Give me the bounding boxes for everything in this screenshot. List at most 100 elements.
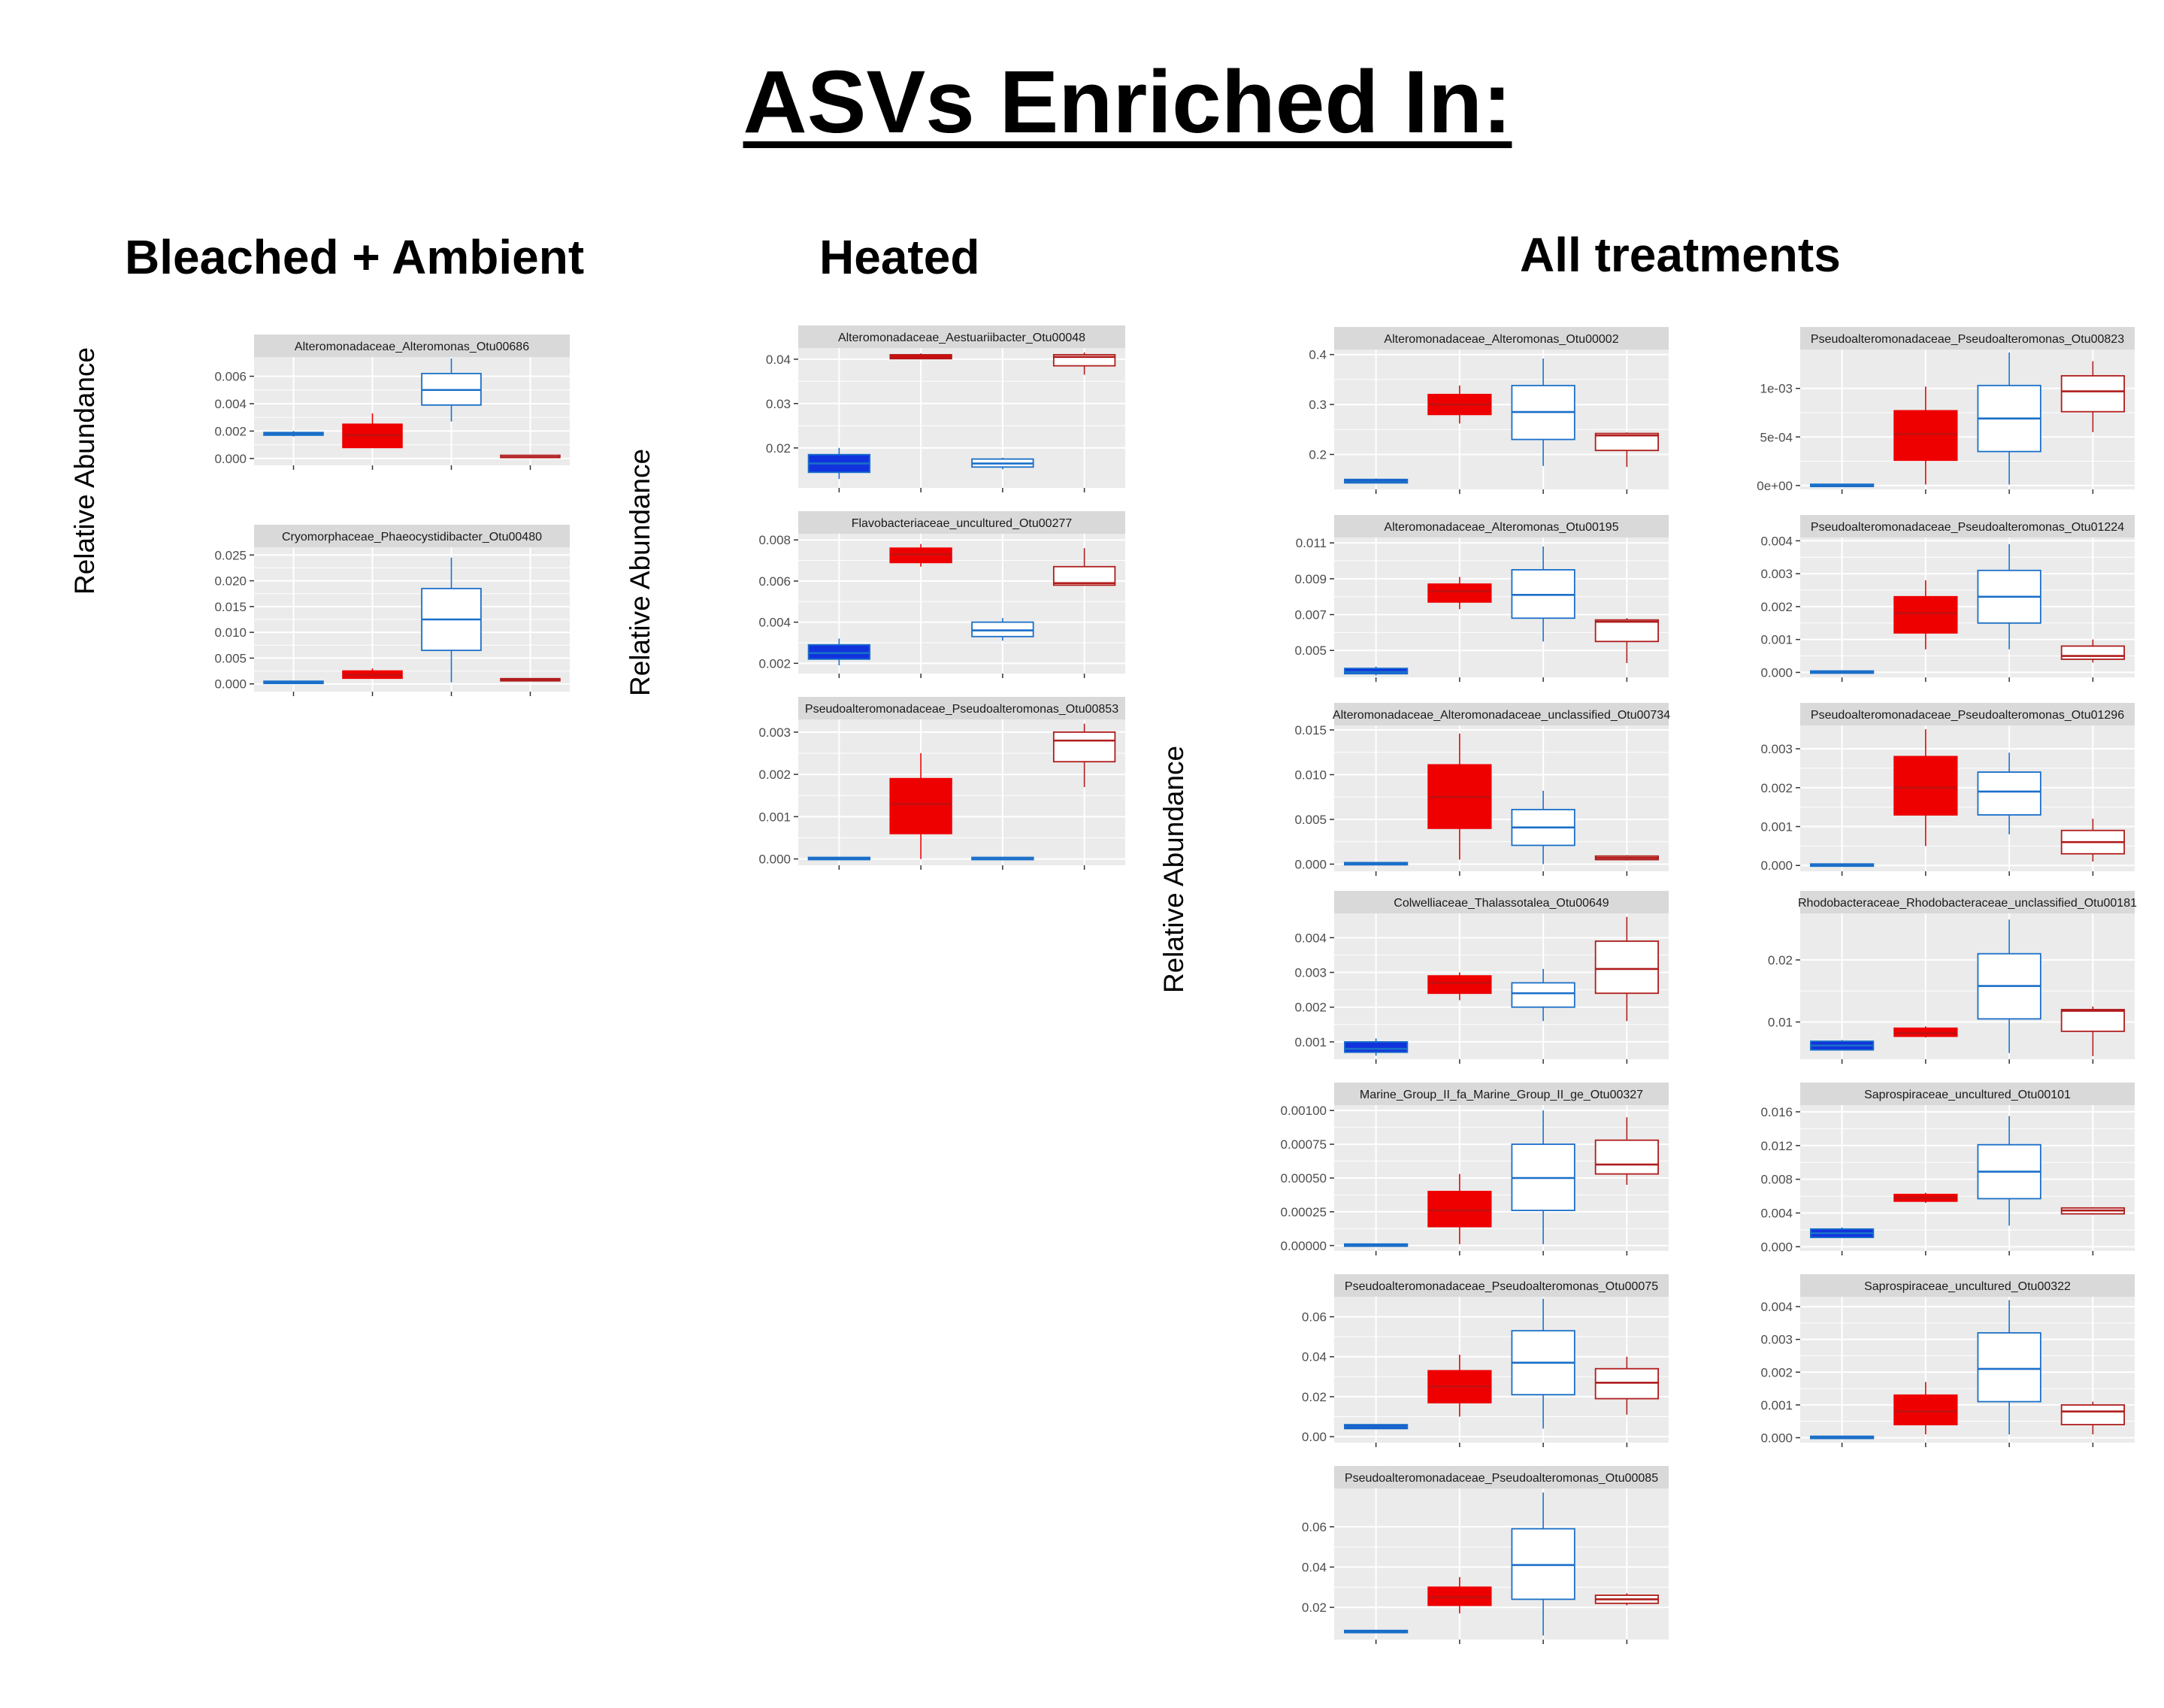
y-tick-label: 0.003 bbox=[1294, 966, 1327, 980]
y-tick-label: 0.04 bbox=[1302, 1561, 1327, 1575]
panel-strip bbox=[1334, 1466, 1669, 1488]
y-tick-label: 0.006 bbox=[758, 574, 791, 589]
panel-title: Alteromonadaceae_Alteromonas_Otu00195 bbox=[1384, 521, 1618, 534]
y-tick-label: 0.008 bbox=[758, 533, 791, 547]
panel-title: Pseudoalteromonadaceae_Pseudoalteromonas… bbox=[1811, 521, 2124, 534]
box bbox=[2060, 1009, 2125, 1032]
y-tick-label: 0.06 bbox=[1302, 1310, 1327, 1325]
y-tick-label: 0.002 bbox=[758, 768, 791, 782]
y-tick-label: 0.004 bbox=[1294, 931, 1327, 945]
y-tick-label: 0.2 bbox=[1309, 448, 1327, 462]
box bbox=[2060, 645, 2125, 660]
y-tick-label: 0.005 bbox=[1294, 644, 1327, 658]
group-title-heated: Heated bbox=[819, 230, 980, 284]
panel-title: Colwelliaceae_Thalassotalea_Otu00649 bbox=[1394, 897, 1609, 910]
panel-title: Pseudoalteromonadaceae_Pseudoalteromonas… bbox=[1345, 1280, 1658, 1293]
panel-background bbox=[1800, 350, 2135, 489]
y-tick-label: 0.000 bbox=[214, 677, 247, 692]
y-tick-label: 5e-04 bbox=[1760, 430, 1793, 444]
y-tick-label: 0.000 bbox=[214, 452, 247, 466]
y-tick-label: 0.012 bbox=[1760, 1139, 1793, 1153]
y-tick-label: 0.001 bbox=[1760, 1398, 1793, 1413]
y-tick-label: 0.015 bbox=[1294, 723, 1327, 737]
panel-title: Alteromonadaceae_Aestuariibacter_Otu0004… bbox=[838, 332, 1085, 344]
panel-strip bbox=[798, 511, 1125, 534]
panel-strip bbox=[254, 525, 570, 547]
y-tick-label: 0.002 bbox=[1760, 781, 1793, 795]
panel-strip bbox=[254, 335, 570, 357]
y-tick-label: 0.001 bbox=[1760, 633, 1793, 647]
y-tick-label: 0.002 bbox=[214, 424, 247, 438]
box bbox=[1344, 1041, 1409, 1053]
box bbox=[1893, 756, 1958, 816]
y-tick-label: 0.009 bbox=[1294, 572, 1327, 586]
box bbox=[1594, 940, 1659, 995]
y-tick-label: 0.02 bbox=[1302, 1390, 1327, 1404]
y-tick-label: 0.06 bbox=[1302, 1520, 1327, 1534]
y-tick-label: 0e+00 bbox=[1757, 479, 1793, 493]
y-tick-label: 0.000 bbox=[1760, 859, 1793, 873]
panel-background bbox=[1800, 1105, 2135, 1251]
y-tick-label: 0.001 bbox=[1760, 820, 1793, 834]
panel-strip bbox=[1800, 1274, 2135, 1297]
box bbox=[1893, 1394, 1958, 1425]
y-tick-label: 0.006 bbox=[214, 370, 247, 384]
group-title-all-treatments: All treatments bbox=[1520, 228, 1841, 282]
box bbox=[1511, 1528, 1575, 1600]
panel-background bbox=[1334, 1488, 1669, 1640]
panel-strip bbox=[1800, 515, 2135, 538]
box bbox=[1893, 410, 1958, 462]
y-tick-label: 0.004 bbox=[1760, 534, 1793, 548]
box bbox=[1427, 583, 1492, 603]
box bbox=[1594, 1367, 1659, 1400]
panel-title: Saprospiraceae_uncultured_Otu00101 bbox=[1864, 1089, 2071, 1101]
y-tick-label: 0.003 bbox=[1760, 1333, 1793, 1347]
y-tick-label: 0.02 bbox=[1302, 1600, 1327, 1615]
box bbox=[1052, 731, 1116, 763]
y-tick-label: 0.025 bbox=[214, 548, 247, 562]
y-tick-label: 0.00 bbox=[1302, 1430, 1327, 1444]
y-tick-label: 0.003 bbox=[1760, 567, 1793, 581]
panel-title: Pseudoalteromonadaceae_Pseudoalteromonas… bbox=[1811, 709, 2124, 722]
panel-title: Pseudoalteromonadaceae_Pseudoalteromonas… bbox=[1345, 1472, 1658, 1485]
panel-background bbox=[1334, 538, 1669, 677]
y-tick-label: 0.000 bbox=[1760, 665, 1793, 680]
y-tick-label: 0.00100 bbox=[1281, 1104, 1327, 1118]
y-tick-label: 0.005 bbox=[214, 651, 247, 665]
panel-background bbox=[1334, 350, 1669, 489]
panel-strip bbox=[1800, 703, 2135, 725]
y-tick-label: 0.002 bbox=[1760, 1365, 1793, 1379]
y-tick-label: 0.03 bbox=[766, 397, 791, 411]
y-tick-label: 0.000 bbox=[1760, 1240, 1793, 1254]
y-tick-label: 0.01 bbox=[1768, 1015, 1793, 1029]
box bbox=[1977, 771, 2041, 816]
box bbox=[971, 621, 1034, 637]
panel-title: Saprospiraceae_uncultured_Otu00322 bbox=[1864, 1280, 2071, 1293]
y-tick-label: 0.020 bbox=[214, 574, 247, 589]
y-tick-label: 0.002 bbox=[1294, 1001, 1327, 1015]
y-tick-label: 0.004 bbox=[214, 397, 247, 411]
y-tick-label: 0.00075 bbox=[1281, 1137, 1327, 1152]
box bbox=[889, 547, 952, 564]
panel-strip bbox=[1800, 1083, 2135, 1105]
y-tick-label: 0.001 bbox=[1294, 1035, 1327, 1049]
y-tick-label: 0.4 bbox=[1309, 348, 1327, 362]
y-tick-label: 0.000 bbox=[758, 852, 791, 867]
box bbox=[1594, 619, 1659, 643]
panel-strip bbox=[1334, 1083, 1669, 1105]
y-tick-label: 0.008 bbox=[1760, 1173, 1793, 1187]
box bbox=[1427, 1191, 1492, 1228]
box bbox=[807, 644, 871, 660]
y-tick-label: 0.011 bbox=[1296, 536, 1327, 550]
y-tick-label: 0.3 bbox=[1309, 398, 1327, 412]
panel-strip bbox=[798, 697, 1125, 719]
panel-background bbox=[1800, 913, 2135, 1059]
panel-title: Pseudoalteromonadaceae_Pseudoalteromonas… bbox=[1811, 333, 2124, 346]
box bbox=[1893, 595, 1958, 634]
panel-strip bbox=[1334, 703, 1669, 725]
panel-title: Pseudoalteromonadaceae_Pseudoalteromonas… bbox=[805, 703, 1118, 716]
box bbox=[1511, 982, 1575, 1008]
panel-title: Alteromonadaceae_Alteromonas_Otu00002 bbox=[1384, 333, 1618, 346]
panel-title: Flavobacteriaceae_uncultured_Otu00277 bbox=[852, 517, 1073, 530]
